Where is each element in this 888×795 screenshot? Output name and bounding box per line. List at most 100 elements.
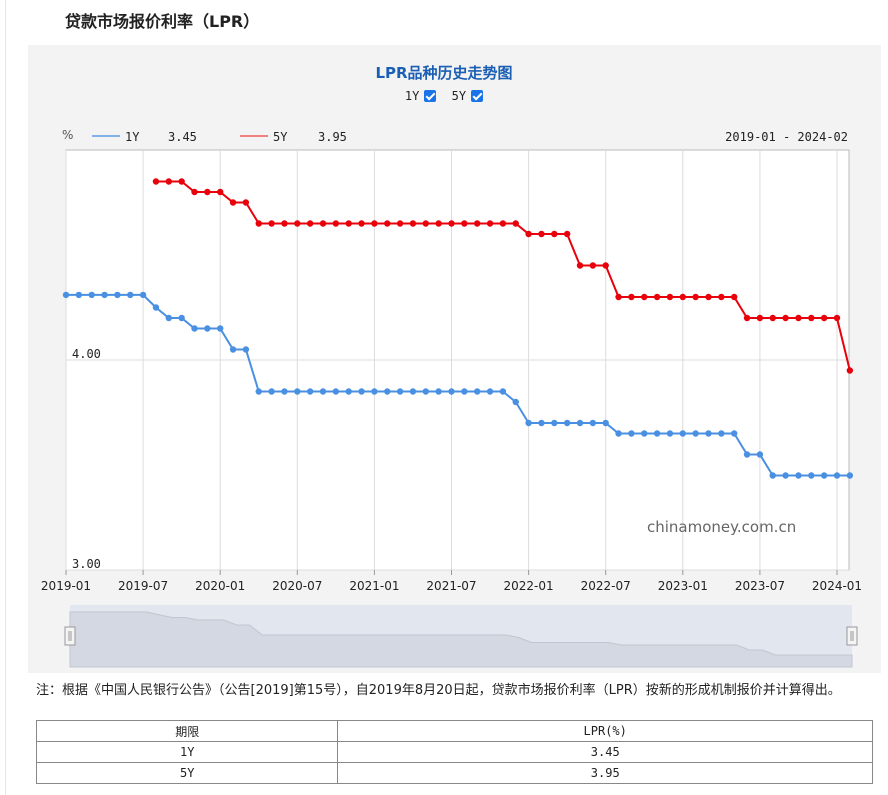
toggle-5y[interactable]: 5Y [452,89,484,103]
data-point[interactable] [589,419,597,427]
data-point[interactable] [743,314,751,322]
data-point[interactable] [332,388,340,395]
data-point[interactable] [705,293,712,301]
data-point[interactable] [743,451,751,458]
data-point[interactable] [666,293,674,301]
data-point[interactable] [679,430,686,437]
data-point[interactable] [718,293,725,301]
data-point[interactable] [820,472,828,479]
data-point[interactable] [769,472,776,479]
data-point[interactable] [281,220,288,227]
data-point[interactable] [628,293,635,301]
data-point[interactable] [306,388,314,395]
data-point[interactable] [512,398,519,406]
data-point[interactable] [756,451,764,458]
data-point[interactable] [255,220,262,227]
data-point[interactable] [422,388,429,395]
data-point[interactable] [782,472,789,479]
data-point[interactable] [229,346,237,353]
data-point[interactable] [820,314,828,322]
navigator-left-handle-box[interactable] [64,626,76,646]
data-point[interactable] [461,388,468,395]
data-point[interactable] [101,291,108,299]
data-point[interactable] [268,220,275,227]
data-point[interactable] [371,220,378,227]
data-point[interactable] [563,419,571,427]
data-point[interactable] [127,291,134,299]
data-point[interactable] [692,430,699,437]
data-point[interactable] [795,472,802,479]
data-point[interactable] [358,220,365,227]
data-point[interactable] [62,291,70,299]
data-point[interactable] [653,293,661,301]
data-point[interactable] [191,188,198,196]
legend-name-5y[interactable]: 5Y [273,130,288,144]
data-point[interactable] [705,430,712,437]
data-point[interactable] [486,220,494,227]
data-point[interactable] [75,291,83,299]
data-point[interactable] [294,388,301,395]
data-point[interactable] [384,388,391,395]
toggle-1y[interactable]: 1Y [405,89,437,103]
data-point[interactable] [319,388,327,395]
data-point[interactable] [692,293,699,301]
legend-name-1y[interactable]: 1Y [125,130,140,144]
data-point[interactable] [268,388,275,395]
data-point[interactable] [795,314,802,322]
data-point[interactable] [422,220,429,227]
data-point[interactable] [756,314,764,322]
data-point[interactable] [808,314,815,322]
data-point[interactable] [152,178,160,185]
data-point[interactable] [165,178,172,185]
data-point[interactable] [589,262,597,269]
data-point[interactable] [191,325,198,332]
data-point[interactable] [448,388,455,395]
data-point[interactable] [576,419,584,427]
data-point[interactable] [178,314,185,322]
data-point[interactable] [281,388,288,395]
data-point[interactable] [306,220,314,227]
data-point[interactable] [666,430,674,437]
data-point[interactable] [371,388,378,395]
data-point[interactable] [551,419,558,427]
data-point[interactable] [114,291,121,299]
data-point[interactable] [731,430,738,437]
data-point[interactable] [461,220,468,227]
data-point[interactable] [474,388,481,395]
data-point[interactable] [846,367,854,374]
data-point[interactable] [435,220,442,227]
data-point[interactable] [641,430,648,437]
data-point[interactable] [679,293,686,301]
data-point[interactable] [178,178,185,185]
data-point[interactable] [474,220,481,227]
data-point[interactable] [576,262,584,269]
data-point[interactable] [165,314,172,322]
data-point[interactable] [833,314,841,322]
data-point[interactable] [358,388,365,395]
data-point[interactable] [499,388,507,395]
data-point[interactable] [139,291,147,299]
data-point[interactable] [204,188,211,196]
data-point[interactable] [641,293,648,301]
data-point[interactable] [615,293,622,301]
data-point[interactable] [718,430,725,437]
data-point[interactable] [396,388,404,395]
data-point[interactable] [345,220,352,227]
toggle-5y-checkbox[interactable] [471,90,484,102]
data-point[interactable] [563,230,571,238]
navigator-left-handle[interactable] [64,626,76,646]
data-point[interactable] [332,220,340,227]
data-point[interactable] [319,220,327,227]
data-point[interactable] [538,230,545,238]
data-point[interactable] [731,293,738,301]
data-point[interactable] [525,230,532,238]
data-point[interactable] [152,304,160,311]
data-point[interactable] [294,220,301,227]
data-point[interactable] [409,220,417,227]
data-point[interactable] [486,388,494,395]
data-point[interactable] [782,314,789,322]
range-navigator[interactable] [64,605,858,668]
toggle-1y-checkbox[interactable] [424,90,437,102]
data-point[interactable] [255,388,262,395]
data-point[interactable] [384,220,391,227]
